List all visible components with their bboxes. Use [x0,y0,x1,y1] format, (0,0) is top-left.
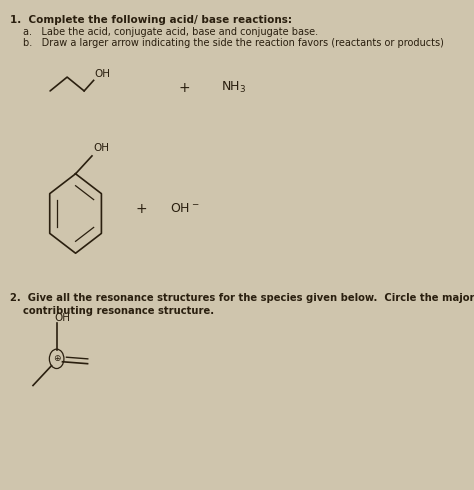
Text: b.   Draw a larger arrow indicating the side the reaction favors (reactants or p: b. Draw a larger arrow indicating the si… [23,38,444,48]
Text: contributing resonance structure.: contributing resonance structure. [23,306,214,316]
Text: 2.  Give all the resonance structures for the species given below.  Circle the m: 2. Give all the resonance structures for… [10,294,474,303]
Text: ⊕: ⊕ [53,354,60,364]
Text: a.   Labe the acid, conjugate acid, base and conjugate base.: a. Labe the acid, conjugate acid, base a… [23,27,318,37]
Text: OH$^-$: OH$^-$ [170,202,200,215]
Text: OH: OH [94,69,110,79]
Text: OH: OH [55,313,71,322]
Text: OH: OH [94,144,110,153]
Text: +: + [135,202,147,216]
Text: NH$_3$: NH$_3$ [221,80,246,95]
Text: 1.  Complete the following acid/ base reactions:: 1. Complete the following acid/ base rea… [10,15,292,25]
Text: +: + [179,80,191,95]
